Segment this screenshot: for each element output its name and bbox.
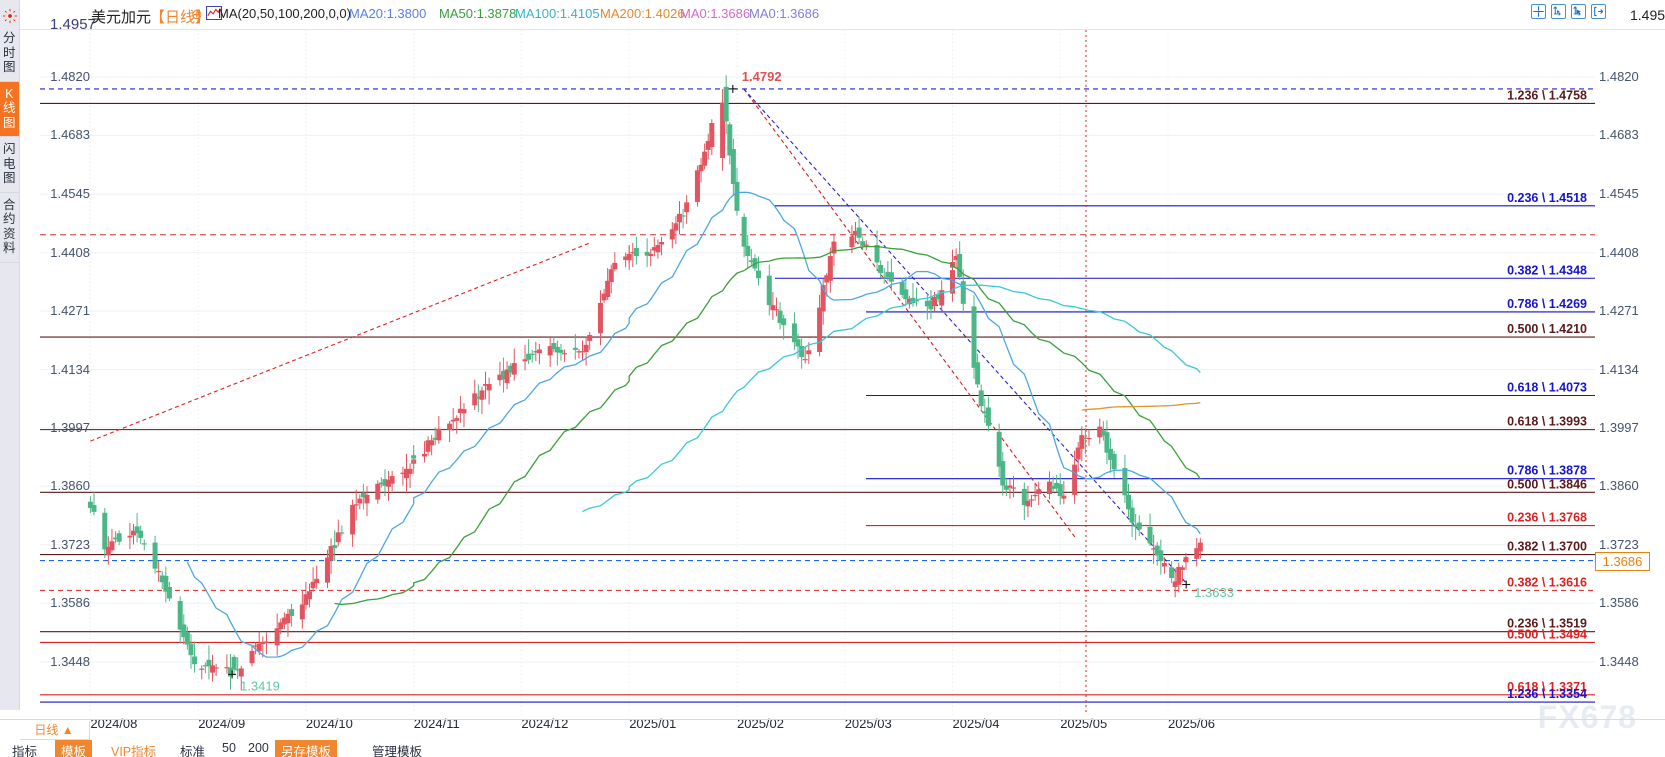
svg-text:0.786 \ 1.4269: 0.786 \ 1.4269: [1507, 297, 1587, 311]
svg-text:0.500 \ 1.4210: 0.500 \ 1.4210: [1507, 322, 1587, 336]
svg-text:0.786 \ 1.3878: 0.786 \ 1.3878: [1507, 464, 1587, 478]
svg-text:0.382 \ 1.3700: 0.382 \ 1.3700: [1507, 540, 1587, 554]
svg-text:0.618 \ 1.4073: 0.618 \ 1.4073: [1507, 381, 1587, 395]
svg-text:0.382 \ 1.3616: 0.382 \ 1.3616: [1507, 575, 1587, 589]
svg-text:1.4792: 1.4792: [742, 69, 782, 84]
svg-text:0.618 \ 1.3993: 0.618 \ 1.3993: [1507, 415, 1587, 429]
svg-text:0.236 \ 1.3768: 0.236 \ 1.3768: [1507, 511, 1587, 525]
svg-text:0.500 \ 1.3846: 0.500 \ 1.3846: [1507, 477, 1587, 491]
svg-text:0.382 \ 1.4348: 0.382 \ 1.4348: [1507, 263, 1587, 277]
svg-text:1.236 \ 1.4758: 1.236 \ 1.4758: [1507, 88, 1587, 102]
svg-text:1.3419: 1.3419: [240, 678, 280, 693]
svg-text:0.500 \ 1.3494: 0.500 \ 1.3494: [1507, 627, 1587, 641]
svg-text:1.3633: 1.3633: [1194, 585, 1234, 600]
svg-text:0.236 \ 1.4518: 0.236 \ 1.4518: [1507, 191, 1587, 205]
